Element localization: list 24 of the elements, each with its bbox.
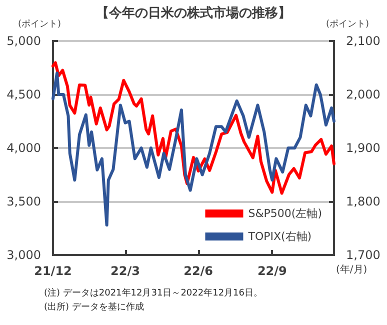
- x-tick-label: 22/6: [184, 264, 214, 278]
- text: (注) データは2021年12月31日～2022年12月16日。: [44, 288, 263, 298]
- x-axis-title: (年/月): [336, 264, 368, 276]
- y-tick-label: 5,000: [6, 34, 41, 48]
- y2-tick-label: 2,000: [346, 88, 380, 102]
- x-tick-label: 22/9: [257, 264, 287, 278]
- y2-tick-label: 1,700: [346, 248, 380, 262]
- line-series: [52, 61, 336, 195]
- legend-label: S&P500(左軸): [248, 207, 322, 220]
- text: (出所) データを基に作成: [44, 302, 144, 312]
- x-tick-label: 21/12: [34, 264, 72, 278]
- chart-title: 【今年の日米の株式市場の推移】: [96, 5, 291, 21]
- y2-tick-label: 2,100: [346, 34, 380, 48]
- y-tick-label: 4,000: [6, 141, 41, 155]
- y-axis-title: (ポイント): [18, 20, 61, 30]
- y2-tick-label: 1,900: [346, 141, 380, 155]
- x-tick-label: 22/3: [110, 264, 140, 278]
- y2-axis-title: (ポイント): [326, 20, 370, 30]
- y-tick-label: 3,000: [6, 248, 41, 262]
- y2-tick-label: 1,800: [346, 194, 380, 208]
- legend-label: TOPIX(右軸): [247, 230, 312, 243]
- y-tick-label: 3,500: [6, 194, 41, 208]
- y-tick-label: 4,500: [6, 88, 41, 102]
- line-series: [52, 72, 336, 227]
